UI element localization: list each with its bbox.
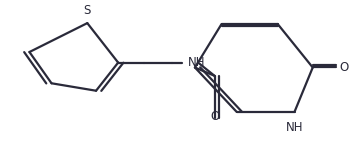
Text: NH: NH — [286, 121, 303, 134]
Text: O: O — [210, 111, 219, 124]
Text: O: O — [339, 61, 348, 74]
Text: S: S — [84, 4, 91, 17]
Text: NH: NH — [188, 56, 206, 69]
